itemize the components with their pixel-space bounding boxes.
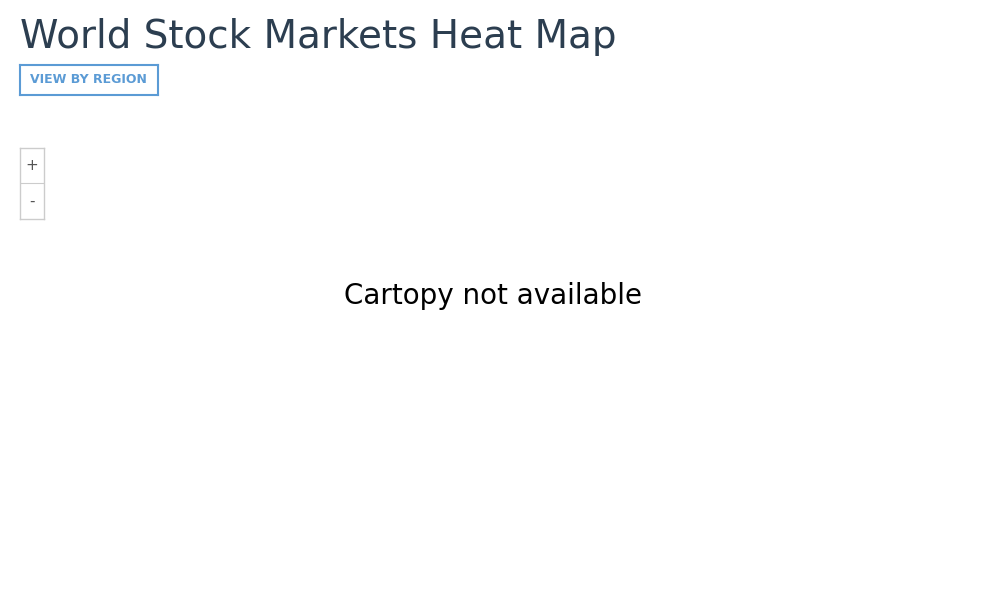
Text: VIEW BY REGION: VIEW BY REGION — [31, 73, 147, 86]
Text: Cartopy not available: Cartopy not available — [344, 281, 642, 310]
Text: -: - — [30, 193, 35, 209]
Text: +: + — [26, 158, 38, 173]
Text: World Stock Markets Heat Map: World Stock Markets Heat Map — [20, 18, 616, 56]
